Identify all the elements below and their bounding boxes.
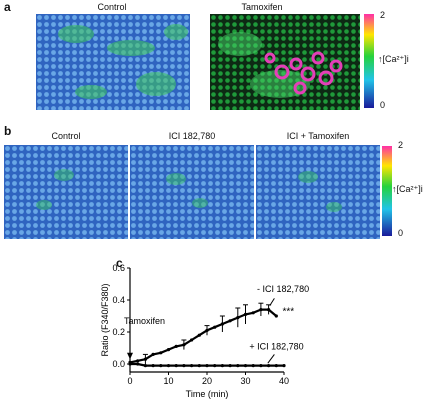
panel-b-colorbar xyxy=(382,146,392,236)
series-1-point xyxy=(151,364,155,368)
panel-a-control-image xyxy=(36,14,190,110)
x-tick-label: 40 xyxy=(279,376,289,386)
panel-b-ici-tamoxifen-title: ICI + Tamoxifen xyxy=(286,131,350,141)
cell-field-a-tamoxifen xyxy=(210,14,360,110)
panel-b-ici-image xyxy=(130,145,254,239)
series-1-point xyxy=(182,364,186,368)
series-1-point xyxy=(243,364,248,368)
x-tick-label: 30 xyxy=(240,376,250,386)
series-0-point xyxy=(136,359,140,363)
panel-a-colorbar-label: ↑[Ca²⁺]i xyxy=(378,54,409,64)
series-1-point xyxy=(236,364,240,368)
panel-a-colorbar-max: 2 xyxy=(380,10,386,20)
series-1-point xyxy=(174,364,178,368)
series-1-point xyxy=(220,364,224,368)
series-1-point xyxy=(267,364,271,368)
panel-b-colorbar-min: 0 xyxy=(398,228,404,238)
series-1-point xyxy=(190,364,194,368)
panel-b-control-title: Control xyxy=(51,131,81,141)
series-1-point xyxy=(166,364,171,368)
panel-a-letter: a xyxy=(4,0,11,14)
series-1-point xyxy=(228,364,232,368)
panel-b-ici-tamoxifen-image xyxy=(256,145,380,239)
panel-a-control-title: Control xyxy=(97,2,127,12)
series-1-point xyxy=(136,362,140,366)
cell-field-b-control xyxy=(4,145,128,239)
x-axis-label: Time (min) xyxy=(186,389,229,399)
chart-axes: 0 10 20 30 40 0.0 0.2 0.4 0.6 Time (min) Ratio (F3… xyxy=(100,263,289,399)
plus-ici-arrow xyxy=(267,354,275,364)
chart-annotations: Tamoxifen - ICI 182,780 *** + ICI 182,780 xyxy=(124,284,309,364)
panel-b-colorbar-label: ↑[Ca²⁺]i xyxy=(392,184,423,194)
series-0-point xyxy=(197,333,201,337)
significance-stars: *** xyxy=(282,306,294,317)
series-1-point xyxy=(251,364,255,368)
x-tick-label: 20 xyxy=(202,376,212,386)
plus-ici-label: + ICI 182,780 xyxy=(249,342,303,352)
series-1-point xyxy=(128,362,132,366)
series-1-point xyxy=(159,364,163,368)
panel-b-control-image xyxy=(4,145,128,239)
series-1-point xyxy=(282,364,286,368)
series-0-point xyxy=(190,338,194,342)
series-1-point xyxy=(143,364,147,368)
panel-a-tamoxifen-title: Tamoxifen xyxy=(241,2,283,12)
series-0-point xyxy=(166,348,171,352)
series-0-point xyxy=(151,352,155,356)
panel-a-tamoxifen-image xyxy=(210,14,360,110)
y-tick-label: 0.2 xyxy=(112,327,125,337)
panel-a-colorbar-min: 0 xyxy=(380,100,386,110)
panel-b-ici-title: ICI 182,780 xyxy=(168,131,216,141)
minus-ici-arrow xyxy=(269,298,275,306)
y-axis-label: Ratio (F340/F380) xyxy=(100,283,110,356)
x-tick-label: 0 xyxy=(127,376,132,386)
y-tick-label: 0.4 xyxy=(112,295,125,305)
y-tick-label: 0.6 xyxy=(112,263,125,273)
series-0-point xyxy=(159,351,163,355)
panel-c-letter: c xyxy=(116,256,123,270)
series-1-point xyxy=(213,364,217,368)
cell-field-a-control xyxy=(36,14,190,110)
series-1-point xyxy=(205,364,209,368)
series-0-point xyxy=(174,344,178,348)
panel-b-colorbar-max: 2 xyxy=(398,140,404,150)
series-0-point xyxy=(251,311,255,315)
series-0-point xyxy=(213,325,217,329)
panel-b-letter: b xyxy=(4,124,12,138)
chart-series xyxy=(128,302,286,368)
series-1-point xyxy=(197,364,201,368)
tamoxifen-arrow-head xyxy=(127,352,133,360)
panel-a-colorbar xyxy=(364,14,374,108)
series-0-point xyxy=(228,319,232,323)
y-tick-label: 0.0 xyxy=(112,359,125,369)
tamoxifen-label: Tamoxifen xyxy=(124,316,165,326)
x-tick-label: 10 xyxy=(163,376,173,386)
time-course-chart: 0 10 20 30 40 0.0 0.2 0.4 0.6 Time (min) Ratio (F3… xyxy=(100,263,309,399)
cell-field-b-ici xyxy=(130,145,254,239)
minus-ici-label: - ICI 182,780 xyxy=(257,284,309,294)
series-0-point xyxy=(274,314,278,318)
series-1-point xyxy=(274,364,278,368)
series-1-point xyxy=(259,364,263,368)
cell-field-b-ici-tamoxifen xyxy=(256,145,380,239)
